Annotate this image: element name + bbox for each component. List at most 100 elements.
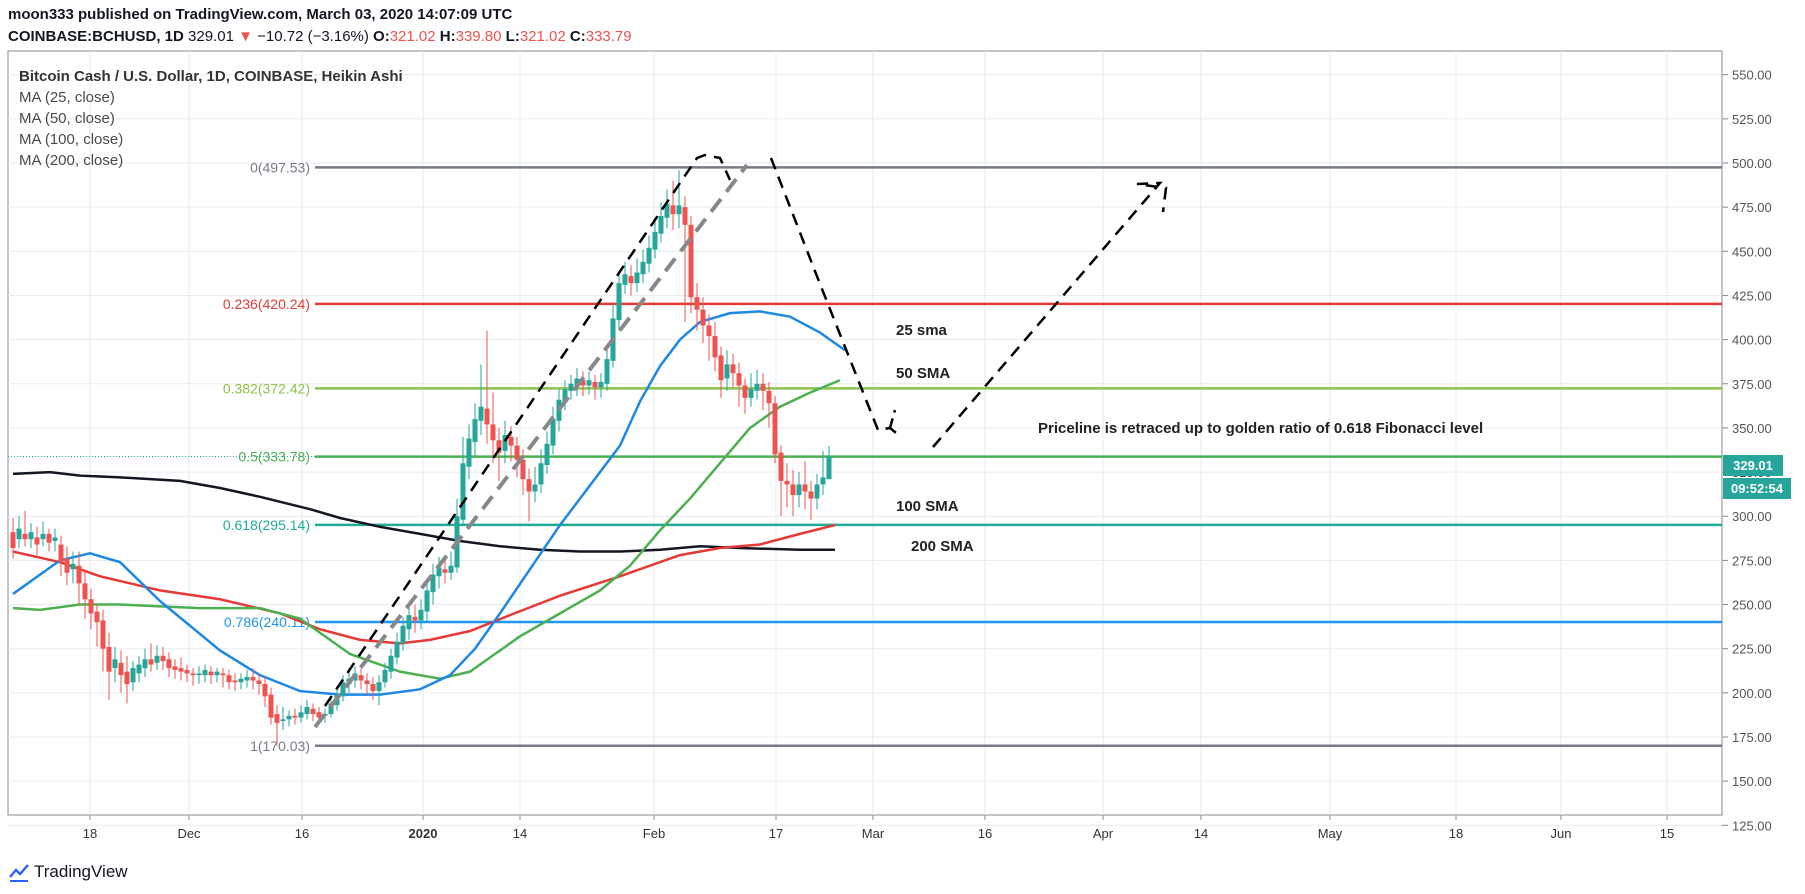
candle-body bbox=[340, 682, 346, 697]
candle-body bbox=[592, 382, 598, 388]
legend-ma25[interactable]: MA (25, close) bbox=[19, 89, 115, 106]
candle-body bbox=[220, 673, 226, 676]
candle-body bbox=[370, 684, 376, 692]
ma25-line bbox=[12, 310, 846, 696]
candle-body bbox=[556, 399, 562, 421]
candle-body bbox=[580, 380, 586, 386]
ma200-line bbox=[12, 470, 835, 553]
candle-body bbox=[64, 558, 70, 573]
author: moon333 published on TradingView.com, Ma… bbox=[8, 6, 513, 23]
fib-level-label: 0.786(240.11) bbox=[224, 614, 310, 630]
candle-body bbox=[328, 703, 334, 715]
candle-body bbox=[748, 389, 754, 398]
candle-body bbox=[232, 680, 238, 683]
y-tick-label: 550.00 bbox=[1732, 68, 1772, 83]
y-tick-label: 400.00 bbox=[1732, 333, 1772, 348]
y-tick-label: 475.00 bbox=[1732, 200, 1772, 215]
x-tick-label: 15 bbox=[1660, 826, 1674, 841]
ma50-line bbox=[12, 379, 841, 680]
price-change: −10.72 (−3.16%) bbox=[257, 28, 369, 45]
candle-body bbox=[640, 261, 646, 275]
candle-body bbox=[52, 537, 58, 541]
x-tick-label: 14 bbox=[1194, 826, 1208, 841]
candle-body bbox=[448, 565, 454, 573]
fib-level-label: 0.236(420.24) bbox=[223, 296, 310, 312]
candle-body bbox=[538, 463, 544, 485]
candle-body bbox=[280, 719, 286, 722]
x-tick-label: 14 bbox=[513, 826, 527, 841]
legend-ma50[interactable]: MA (50, close) bbox=[19, 110, 115, 127]
candle-body bbox=[502, 434, 508, 451]
y-tick-label: 200.00 bbox=[1732, 686, 1772, 701]
x-tick-label: 16 bbox=[295, 826, 309, 841]
candle-body bbox=[100, 620, 106, 649]
candle-body bbox=[250, 676, 256, 681]
candle-body bbox=[202, 669, 208, 676]
candle-body bbox=[508, 436, 514, 446]
candle-body bbox=[700, 309, 706, 326]
candle-body bbox=[394, 641, 400, 658]
candle-body bbox=[514, 445, 520, 460]
candle-body bbox=[802, 484, 808, 492]
candle-body bbox=[574, 378, 580, 386]
candle-body bbox=[22, 533, 28, 540]
candle-body bbox=[790, 484, 796, 496]
candle-body bbox=[208, 671, 214, 676]
publish-info: moon333 published on TradingView.com, Ma… bbox=[8, 6, 512, 23]
candle-body bbox=[688, 224, 694, 298]
candle-body bbox=[466, 438, 472, 467]
candle-body bbox=[586, 380, 592, 386]
candle-body bbox=[286, 715, 292, 720]
ma100-line bbox=[12, 523, 836, 645]
candle-body bbox=[652, 231, 658, 250]
candle-body bbox=[490, 424, 496, 441]
candle-body bbox=[628, 276, 634, 284]
symbol-bar: COINBASE:BCHUSD, 1D 329.01 ▼ −10.72 (−3.… bbox=[8, 28, 632, 45]
y-tick-label: 225.00 bbox=[1732, 642, 1772, 657]
candle-body bbox=[598, 382, 604, 388]
candle-body bbox=[358, 675, 364, 681]
countdown-badge-label: 09:52:54 bbox=[1731, 481, 1784, 496]
x-tick-label: 16 bbox=[978, 826, 992, 841]
legend-ma100[interactable]: MA (100, close) bbox=[19, 131, 124, 148]
footer-brand[interactable]: TradingView bbox=[8, 861, 128, 883]
gray-trend-dashed bbox=[313, 163, 749, 729]
candle-body bbox=[682, 207, 688, 225]
candle-body bbox=[778, 452, 784, 481]
fib-level-label: 0.618(295.14) bbox=[223, 517, 310, 533]
x-tick-label: Dec bbox=[177, 826, 201, 841]
fib-level-label: 0.5(333.78) bbox=[238, 449, 310, 465]
last-price: 329.01 bbox=[188, 28, 234, 45]
last-price-badge bbox=[1723, 454, 1783, 476]
candle-body bbox=[136, 664, 142, 674]
candle-body bbox=[316, 712, 322, 718]
candle-body bbox=[214, 671, 220, 676]
legend-ma200[interactable]: MA (200, close) bbox=[19, 152, 124, 169]
candle-body bbox=[676, 205, 682, 215]
tradingview-logo-icon bbox=[9, 864, 29, 882]
candle-body bbox=[694, 297, 700, 310]
candle-body bbox=[226, 675, 232, 683]
candle-body bbox=[808, 491, 814, 499]
candle-body bbox=[418, 609, 424, 621]
candle-body bbox=[166, 659, 172, 669]
candle-body bbox=[310, 708, 316, 715]
x-tick-label: 18 bbox=[83, 826, 97, 841]
close-label: C: bbox=[569, 28, 586, 45]
last-price-badge-label: 329.01 bbox=[1733, 458, 1773, 473]
low-value: 321.02 bbox=[519, 28, 566, 45]
brand-name: TradingView bbox=[34, 862, 128, 881]
candle-body bbox=[634, 272, 640, 284]
candle-body bbox=[712, 336, 718, 358]
y-tick-label: 175.00 bbox=[1732, 730, 1772, 745]
candle-body bbox=[544, 443, 550, 466]
candle-body bbox=[94, 611, 100, 623]
candle-body bbox=[304, 706, 310, 715]
candle-body bbox=[364, 680, 370, 685]
candle-body bbox=[742, 385, 748, 398]
candle-body bbox=[58, 544, 64, 563]
candle-body bbox=[472, 419, 478, 443]
candle-body bbox=[130, 668, 136, 683]
candle-body bbox=[268, 694, 274, 718]
